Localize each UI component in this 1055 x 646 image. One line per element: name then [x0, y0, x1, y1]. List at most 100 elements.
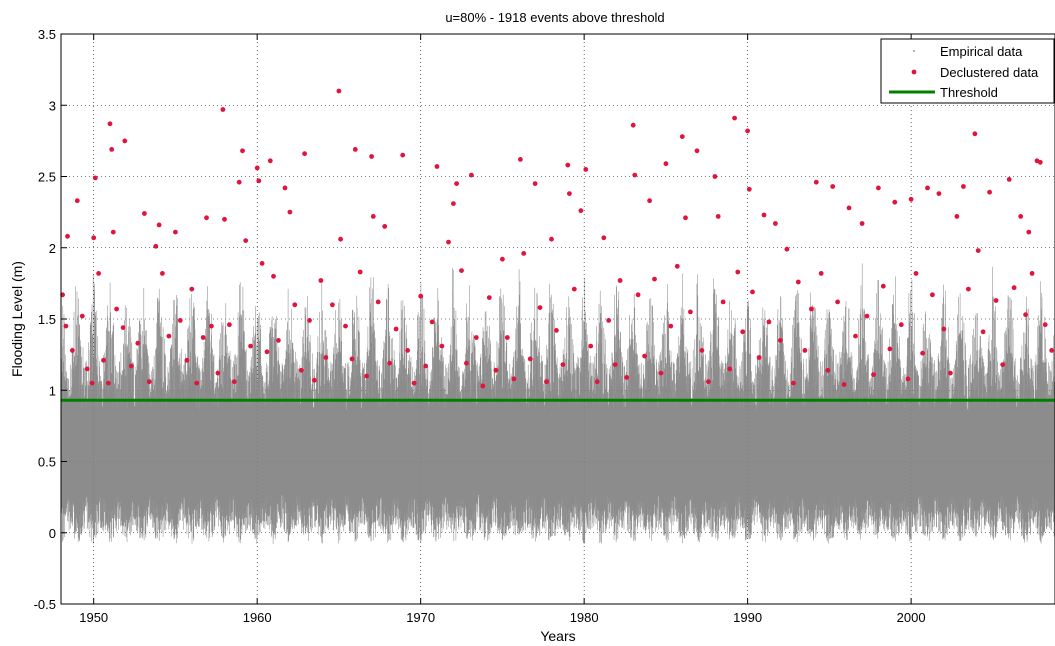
declustered-point	[544, 379, 549, 385]
plot-area	[60, 33, 1055, 605]
legend-label-declustered: Declustered data	[940, 65, 1039, 80]
declustered-point	[732, 115, 737, 121]
declustered-point	[727, 366, 733, 372]
declustered-point	[330, 302, 335, 308]
chart-title: u=80% - 1918 events above threshold	[445, 10, 664, 25]
declustered-point	[750, 289, 755, 295]
declustered-point	[1018, 214, 1024, 219]
declustered-point	[825, 367, 831, 373]
legend-label-threshold: Threshold	[940, 85, 998, 100]
declustered-point	[369, 154, 374, 159]
declustered-point	[913, 271, 919, 276]
declustered-point	[271, 273, 276, 279]
y-tick-label: 0	[49, 526, 56, 541]
declustered-point	[567, 191, 572, 197]
x-tick-label: 1980	[570, 610, 599, 625]
declustered-point	[694, 148, 700, 154]
declustered-point	[966, 286, 971, 292]
declustered-point	[859, 221, 865, 226]
declustered-point	[961, 184, 966, 189]
declustered-point	[74, 198, 80, 204]
declustered-point	[302, 151, 307, 157]
declustered-point	[370, 214, 376, 219]
legend-item-empirical: Empirical data	[913, 44, 1023, 59]
declustered-point	[1026, 229, 1032, 235]
declustered-point	[338, 236, 343, 242]
declustered-point	[248, 343, 254, 349]
declustered-point	[135, 340, 141, 346]
declustered-point	[89, 380, 95, 386]
declustered-point	[254, 165, 260, 171]
declustered-point	[948, 370, 953, 376]
declustered-point	[220, 107, 226, 112]
y-tick-label: 2.5	[38, 170, 56, 185]
declustered-point	[668, 323, 674, 329]
declustered-point	[96, 271, 101, 276]
declustered-point	[446, 239, 451, 245]
declustered-point	[588, 343, 594, 349]
declustered-point	[993, 298, 999, 303]
declustered-point	[720, 299, 726, 305]
declustered-point	[594, 379, 600, 385]
declustered-point	[746, 186, 752, 192]
declustered-point	[264, 349, 270, 355]
declustered-point	[454, 181, 459, 187]
declustered-point	[777, 338, 783, 343]
declustered-point	[876, 185, 881, 191]
declustered-point	[276, 338, 281, 343]
declustered-point	[493, 367, 499, 373]
declustered-point	[583, 167, 589, 172]
declustered-point	[429, 319, 435, 325]
declustered-point	[565, 162, 571, 168]
declustered-point	[91, 235, 97, 241]
declustered-point	[282, 185, 288, 191]
legend: Empirical data Declustered data Threshol…	[880, 38, 1055, 104]
declustered-point	[647, 198, 652, 204]
declustered-point	[632, 172, 638, 178]
declustered-point	[612, 362, 618, 367]
declustered-point	[166, 333, 172, 339]
declustered-point	[813, 179, 819, 185]
declustered-point	[63, 323, 69, 329]
declustered-point	[549, 236, 554, 242]
declustered-point	[146, 379, 152, 385]
x-axis-label: Years	[540, 628, 575, 644]
declustered-point	[674, 263, 680, 269]
declustered-point	[920, 350, 925, 356]
declustered-point	[473, 335, 479, 340]
declustered-point	[679, 134, 685, 140]
declustered-point	[387, 360, 392, 366]
declustered-point	[871, 372, 876, 377]
declustered-point	[65, 233, 70, 239]
declustered-point	[658, 370, 664, 376]
declustered-point	[835, 299, 840, 305]
declustered-point	[156, 222, 162, 228]
declustered-point	[578, 208, 584, 214]
declustered-point	[1006, 177, 1012, 182]
declustered-point	[601, 235, 607, 241]
declustered-point	[980, 329, 986, 335]
declustered-point	[122, 138, 128, 144]
declustered-point	[439, 343, 445, 349]
declustered-point	[954, 214, 960, 219]
declustered-point	[560, 362, 566, 367]
declustered-point	[880, 283, 886, 289]
declustered-point	[259, 261, 265, 266]
declustered-point	[393, 326, 399, 332]
declustered-point	[1023, 312, 1028, 318]
y-tick-label: 2	[49, 241, 56, 256]
declustered-point	[841, 382, 847, 387]
declustered-point	[375, 299, 381, 305]
declustered-point	[1042, 322, 1048, 328]
declustered-point	[683, 215, 688, 221]
declustered-point	[227, 322, 232, 328]
declustered-point	[642, 353, 647, 359]
y-tick-label: 3.5	[38, 27, 56, 42]
declustered-point	[756, 355, 762, 360]
declustered-point	[222, 216, 227, 222]
declustered-point	[809, 306, 814, 312]
declustered-point	[160, 271, 165, 276]
declustered-point	[382, 224, 388, 229]
declustered-point	[177, 318, 183, 323]
